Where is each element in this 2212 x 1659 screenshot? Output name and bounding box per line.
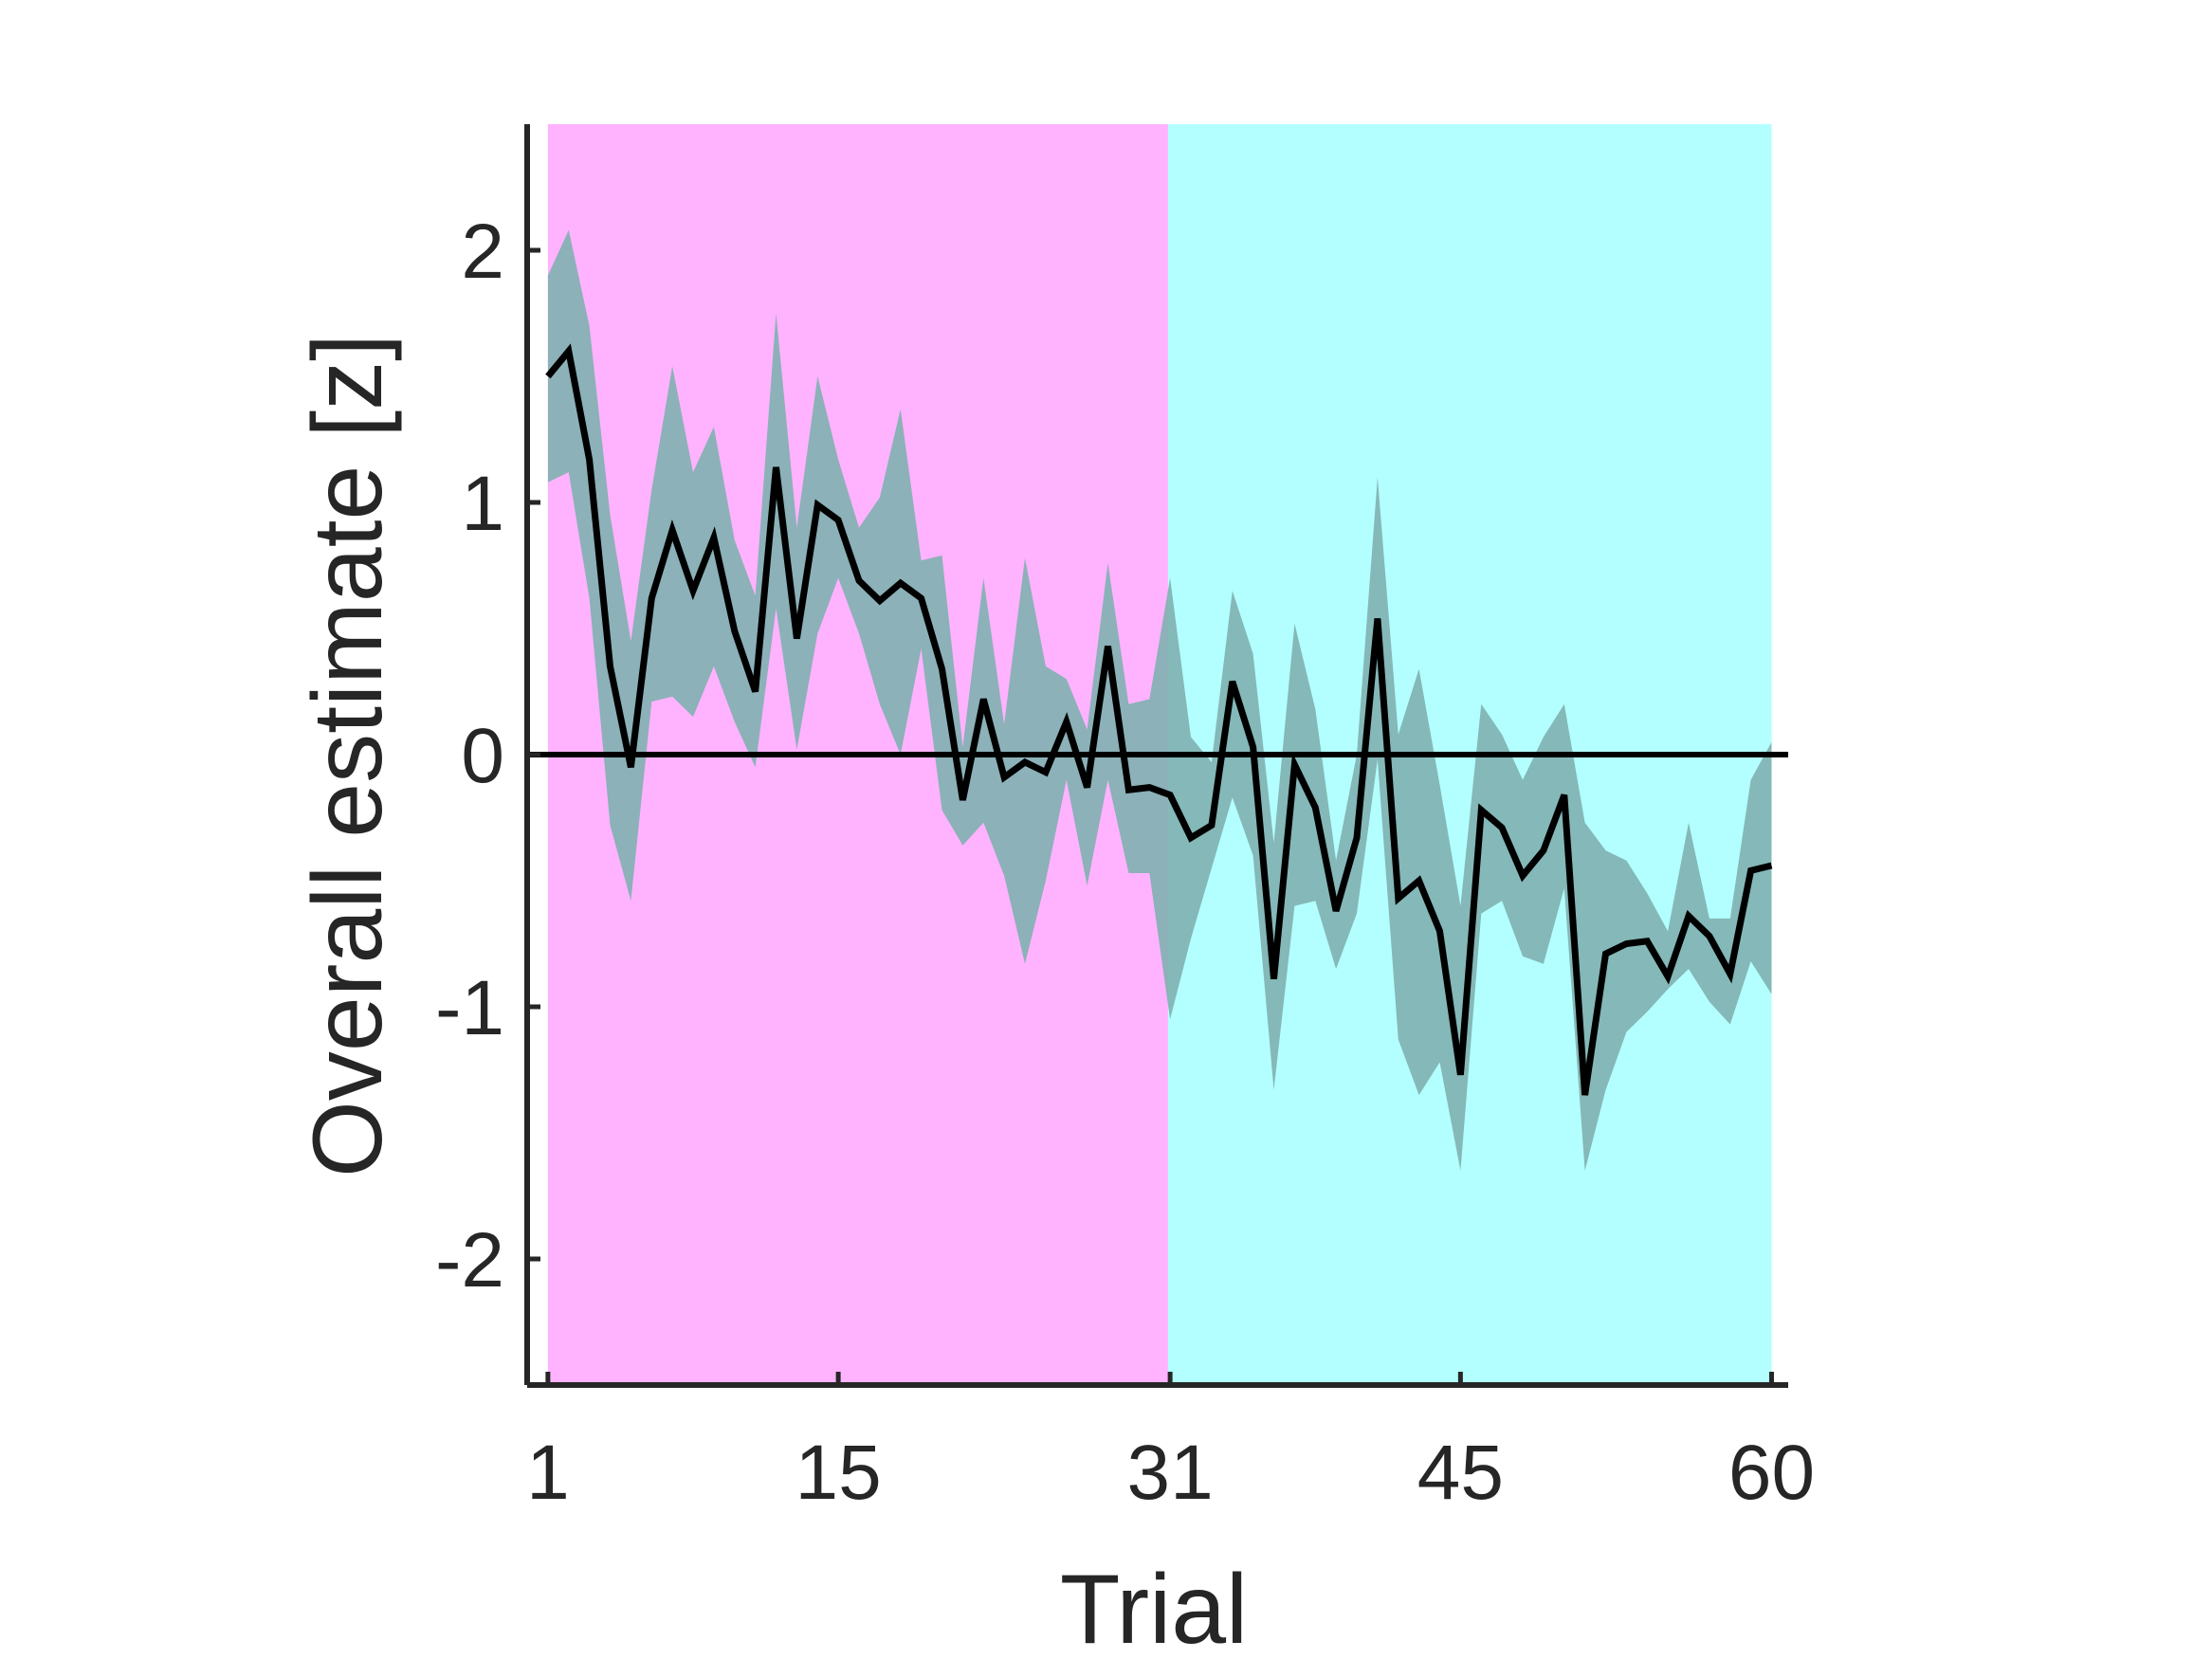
x-tick-label: 60 [1728,1430,1815,1516]
x-axis-title: Trial [1060,1555,1248,1659]
series-line [545,343,1773,1096]
x-tick-label: 31 [1127,1430,1214,1516]
y-tick-label: -2 [435,1217,504,1304]
confidence-band-layer [547,229,1772,1171]
x-tick-label: 1 [526,1430,570,1516]
x-tick-label: 45 [1417,1430,1504,1516]
y-tick-label: 1 [461,461,504,547]
axes [524,124,1788,1388]
y-tick-label: -1 [435,965,504,1051]
y-tick-label: 0 [461,713,504,799]
x-tick-label: 15 [795,1430,882,1516]
y-axis-title: Overall estimate [z] [293,334,403,1177]
confidence-band [547,229,1772,1171]
series-line-layer [545,343,1773,1096]
y-tick-label: 2 [461,209,504,295]
tick-labels: -2 -1 0 1 2 1 15 31 45 60 [435,209,1815,1516]
